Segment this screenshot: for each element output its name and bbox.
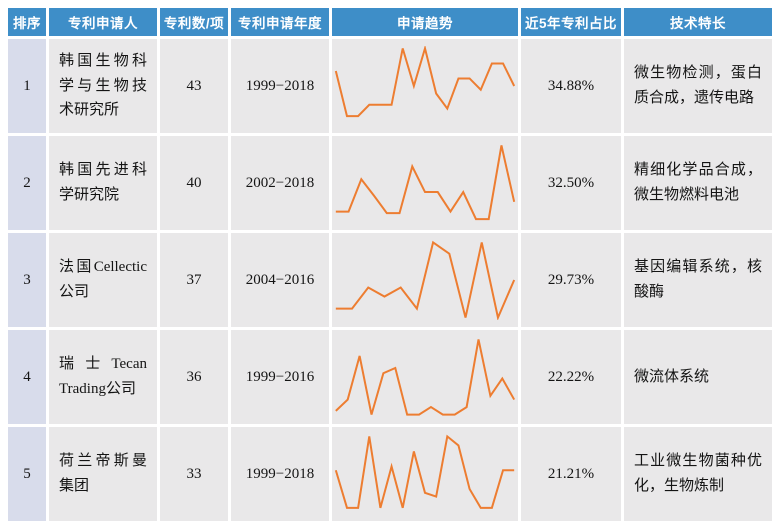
- table-row: 3 法国Cellectic公司 37 2004−2016 29.73% 基因编辑…: [8, 233, 772, 327]
- col-header-patent-count: 专利数/项: [160, 8, 228, 36]
- table-row: 1 韩国生物科学与生物技术研究所 43 1999−2018 34.88% 微生物…: [8, 39, 772, 133]
- cell-specialty: 工业微生物菌种优化，生物炼制: [624, 427, 772, 521]
- cell-years: 1999−2018: [231, 39, 329, 133]
- patent-applicant-table: 排序 专利申请人 专利数/项 专利申请年度 申请趋势 近5年专利占比 技术特长 …: [5, 5, 775, 524]
- cell-applicant: 韩国先进科学研究院: [49, 136, 157, 230]
- col-header-trend: 申请趋势: [332, 8, 518, 36]
- cell-years: 1999−2016: [231, 330, 329, 424]
- cell-trend: [332, 427, 518, 521]
- trend-sparkline-chart: [334, 337, 516, 417]
- cell-patent-count: 36: [160, 330, 228, 424]
- col-header-specialty: 技术特长: [624, 8, 772, 36]
- table-row: 2 韩国先进科学研究院 40 2002−2018 32.50% 精细化学品合成，…: [8, 136, 772, 230]
- cell-patent-count: 37: [160, 233, 228, 327]
- cell-rank: 1: [8, 39, 46, 133]
- cell-specialty: 精细化学品合成，微生物燃料电池: [624, 136, 772, 230]
- col-header-recent5y-ratio: 近5年专利占比: [521, 8, 621, 36]
- cell-rank: 4: [8, 330, 46, 424]
- cell-specialty: 微流体系统: [624, 330, 772, 424]
- cell-years: 2004−2016: [231, 233, 329, 327]
- cell-recent5y-ratio: 22.22%: [521, 330, 621, 424]
- cell-applicant: 瑞士Tecan Trading公司: [49, 330, 157, 424]
- cell-patent-count: 33: [160, 427, 228, 521]
- trend-sparkline-chart: [334, 143, 516, 223]
- trend-sparkline-chart: [334, 240, 516, 320]
- cell-recent5y-ratio: 34.88%: [521, 39, 621, 133]
- cell-trend: [332, 136, 518, 230]
- cell-trend: [332, 39, 518, 133]
- trend-sparkline-chart: [334, 46, 516, 126]
- cell-recent5y-ratio: 29.73%: [521, 233, 621, 327]
- cell-specialty: 基因编辑系统，核酸酶: [624, 233, 772, 327]
- col-header-applicant: 专利申请人: [49, 8, 157, 36]
- header-row: 排序 专利申请人 专利数/项 专利申请年度 申请趋势 近5年专利占比 技术特长: [8, 8, 772, 36]
- cell-trend: [332, 233, 518, 327]
- cell-patent-count: 40: [160, 136, 228, 230]
- cell-recent5y-ratio: 32.50%: [521, 136, 621, 230]
- cell-rank: 2: [8, 136, 46, 230]
- cell-specialty: 微生物检测，蛋白质合成，遗传电路: [624, 39, 772, 133]
- cell-applicant: 法国Cellectic公司: [49, 233, 157, 327]
- table-row: 4 瑞士Tecan Trading公司 36 1999−2016 22.22% …: [8, 330, 772, 424]
- cell-applicant: 韩国生物科学与生物技术研究所: [49, 39, 157, 133]
- cell-trend: [332, 330, 518, 424]
- col-header-rank: 排序: [8, 8, 46, 36]
- cell-rank: 3: [8, 233, 46, 327]
- cell-rank: 5: [8, 427, 46, 521]
- cell-patent-count: 43: [160, 39, 228, 133]
- cell-years: 1999−2018: [231, 427, 329, 521]
- cell-applicant: 荷兰帝斯曼集团: [49, 427, 157, 521]
- trend-sparkline-chart: [334, 434, 516, 514]
- col-header-years: 专利申请年度: [231, 8, 329, 36]
- cell-recent5y-ratio: 21.21%: [521, 427, 621, 521]
- cell-years: 2002−2018: [231, 136, 329, 230]
- table-row: 5 荷兰帝斯曼集团 33 1999−2018 21.21% 工业微生物菌种优化，…: [8, 427, 772, 521]
